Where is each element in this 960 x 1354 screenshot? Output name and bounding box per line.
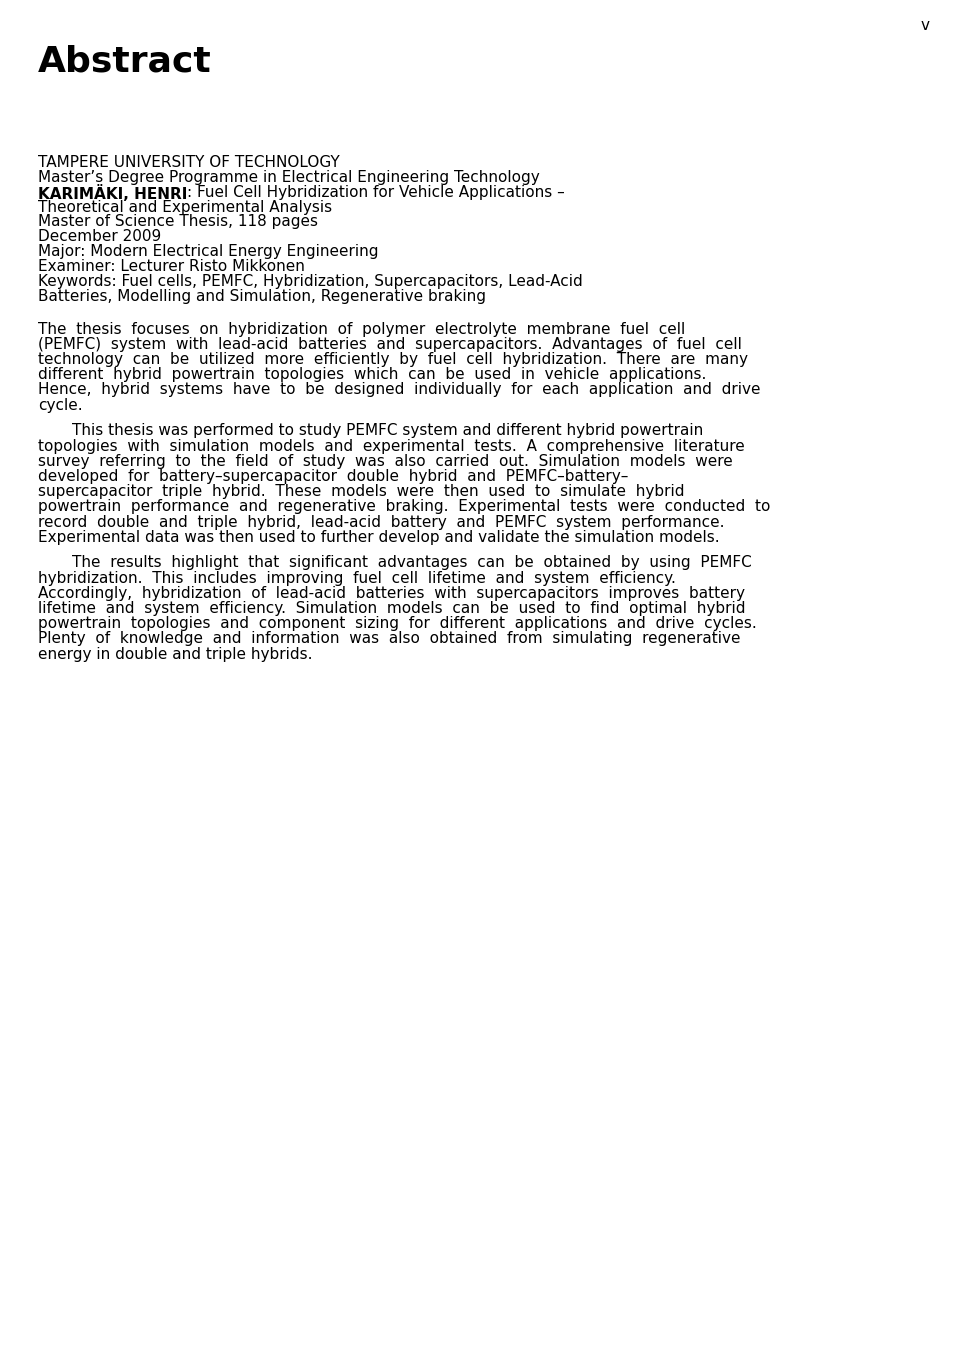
Text: different  hybrid  powertrain  topologies  which  can  be  used  in  vehicle  ap: different hybrid powertrain topologies w…	[38, 367, 707, 382]
Text: lifetime  and  system  efficiency.  Simulation  models  can  be  used  to  find : lifetime and system efficiency. Simulati…	[38, 601, 746, 616]
Text: survey  referring  to  the  field  of  study  was  also  carried  out.  Simulati: survey referring to the field of study w…	[38, 454, 732, 468]
Text: Plenty  of  knowledge  and  information  was  also  obtained  from  simulating  : Plenty of knowledge and information was …	[38, 631, 740, 646]
Text: Accordingly,  hybridization  of  lead-acid  batteries  with  supercapacitors  im: Accordingly, hybridization of lead-acid …	[38, 586, 745, 601]
Text: TAMPERE UNIVERSITY OF TECHNOLOGY: TAMPERE UNIVERSITY OF TECHNOLOGY	[38, 154, 340, 171]
Text: energy in double and triple hybrids.: energy in double and triple hybrids.	[38, 647, 313, 662]
Text: supercapacitor  triple  hybrid.  These  models  were  then  used  to  simulate  : supercapacitor triple hybrid. These mode…	[38, 485, 684, 500]
Text: Master of Science Thesis, 118 pages: Master of Science Thesis, 118 pages	[38, 214, 318, 229]
Text: developed  for  battery–supercapacitor  double  hybrid  and  PEMFC–battery–: developed for battery–supercapacitor dou…	[38, 468, 629, 483]
Text: : Fuel Cell Hybridization for Vehicle Applications –: : Fuel Cell Hybridization for Vehicle Ap…	[187, 184, 565, 199]
Text: (PEMFC)  system  with  lead-acid  batteries  and  supercapacitors.  Advantages  : (PEMFC) system with lead-acid batteries …	[38, 337, 742, 352]
Text: Abstract: Abstract	[38, 45, 212, 79]
Text: powertrain  performance  and  regenerative  braking.  Experimental  tests  were : powertrain performance and regenerative …	[38, 500, 770, 515]
Text: Master’s Degree Programme in Electrical Engineering Technology: Master’s Degree Programme in Electrical …	[38, 169, 540, 185]
Text: Major: Modern Electrical Energy Engineering: Major: Modern Electrical Energy Engineer…	[38, 244, 378, 259]
Text: Examiner: Lecturer Risto Mikkonen: Examiner: Lecturer Risto Mikkonen	[38, 259, 305, 274]
Text: powertrain  topologies  and  component  sizing  for  different  applications  an: powertrain topologies and component sizi…	[38, 616, 756, 631]
Text: v: v	[921, 18, 930, 32]
Text: cycle.: cycle.	[38, 398, 83, 413]
Text: record  double  and  triple  hybrid,  lead-acid  battery  and  PEMFC  system  pe: record double and triple hybrid, lead-ac…	[38, 515, 725, 529]
Text: This thesis was performed to study PEMFC system and different hybrid powertrain: This thesis was performed to study PEMFC…	[72, 424, 704, 439]
Text: hybridization.  This  includes  improving  fuel  cell  lifetime  and  system  ef: hybridization. This includes improving f…	[38, 570, 676, 586]
Text: Keywords: Fuel cells, PEMFC, Hybridization, Supercapacitors, Lead-Acid: Keywords: Fuel cells, PEMFC, Hybridizati…	[38, 274, 583, 288]
Text: December 2009: December 2009	[38, 229, 161, 244]
Text: Batteries, Modelling and Simulation, Regenerative braking: Batteries, Modelling and Simulation, Reg…	[38, 288, 486, 303]
Text: topologies  with  simulation  models  and  experimental  tests.  A  comprehensiv: topologies with simulation models and ex…	[38, 439, 745, 454]
Text: KARIMÄKI, HENRI: KARIMÄKI, HENRI	[38, 184, 187, 202]
Text: The  thesis  focuses  on  hybridization  of  polymer  electrolyte  membrane  fue: The thesis focuses on hybridization of p…	[38, 322, 685, 337]
Text: Hence,  hybrid  systems  have  to  be  designed  individually  for  each  applic: Hence, hybrid systems have to be designe…	[38, 382, 760, 398]
Text: Experimental data was then used to further develop and validate the simulation m: Experimental data was then used to furth…	[38, 529, 720, 544]
Text: Theoretical and Experimental Analysis: Theoretical and Experimental Analysis	[38, 199, 332, 214]
Text: The  results  highlight  that  significant  advantages  can  be  obtained  by  u: The results highlight that significant a…	[72, 555, 752, 570]
Text: technology  can  be  utilized  more  efficiently  by  fuel  cell  hybridization.: technology can be utilized more efficien…	[38, 352, 748, 367]
